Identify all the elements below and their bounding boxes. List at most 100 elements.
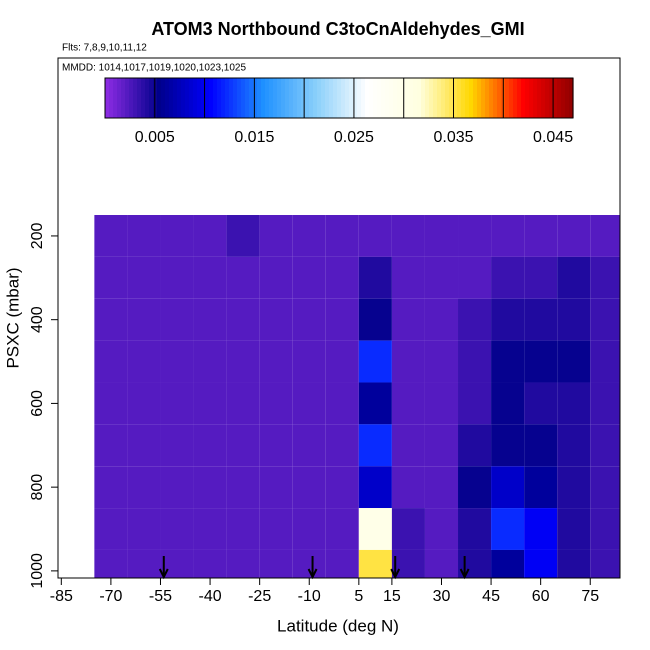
heat-cell — [491, 508, 525, 550]
x-tick-label: -55 — [149, 588, 172, 605]
heat-cell — [226, 382, 260, 425]
colorbar-swatch — [185, 78, 190, 118]
x-tick-label: 60 — [532, 588, 550, 605]
colorbar-swatch — [133, 78, 138, 118]
y-tick-label: 600 — [29, 390, 46, 417]
colorbar-swatch — [333, 78, 338, 118]
colorbar-tick-label: 0.015 — [234, 129, 274, 146]
colorbar-swatch — [217, 78, 222, 118]
heat-cell — [94, 466, 128, 509]
colorbar-swatch — [497, 78, 502, 118]
colorbar-swatch — [281, 78, 286, 118]
colorbar-swatch — [301, 78, 306, 118]
heat-cell — [193, 466, 227, 509]
heat-cell — [524, 298, 558, 341]
colorbar-swatch — [277, 78, 282, 118]
heat-cell — [424, 256, 459, 299]
heat-cell — [127, 256, 161, 299]
y-tick-label: 400 — [29, 306, 46, 333]
colorbar-swatch — [309, 78, 314, 118]
heat-cell — [391, 298, 425, 341]
colorbar-swatch — [253, 78, 258, 118]
heat-cell — [391, 466, 425, 509]
heat-cell — [226, 466, 260, 509]
colorbar-swatch — [117, 78, 122, 118]
colorbar-frame — [104, 77, 574, 119]
colorbar-tick-label: 0.035 — [433, 129, 473, 146]
heat-cell — [557, 508, 591, 550]
heat-cell — [491, 466, 525, 509]
heat-cell — [590, 508, 620, 550]
colorbar-swatch — [145, 78, 150, 118]
colorbar-swatch — [533, 78, 538, 118]
heat-cell — [524, 256, 558, 299]
heat-cell — [292, 298, 326, 341]
heat-cell — [160, 382, 194, 425]
heat-cell — [292, 215, 326, 257]
colorbar-swatch — [449, 78, 454, 118]
heat-cell — [160, 256, 194, 299]
colorbar-swatch — [513, 78, 518, 118]
heat-cell — [458, 215, 492, 257]
heat-cell — [391, 256, 425, 299]
heat-cell — [590, 298, 620, 341]
heat-cell — [292, 466, 326, 509]
colorbar-swatch — [393, 78, 398, 118]
colorbar-swatch — [485, 78, 490, 118]
heat-cell — [590, 215, 620, 257]
heat-cell — [259, 382, 293, 425]
heat-cell — [557, 466, 591, 509]
colorbar-swatch — [469, 78, 474, 118]
heat-cell — [424, 382, 459, 425]
heat-cell — [524, 382, 558, 425]
colorbar-swatch — [489, 78, 494, 118]
heat-cell — [259, 549, 293, 578]
heat-cell — [226, 549, 260, 578]
heat-cell — [358, 424, 392, 467]
heat-cell — [358, 508, 392, 550]
colorbar-swatch — [505, 78, 510, 118]
heat-cell — [94, 382, 128, 425]
heat-cell — [424, 298, 459, 341]
heat-cell — [590, 549, 620, 578]
heat-cell — [590, 256, 620, 299]
colorbar-swatch — [209, 78, 214, 118]
heat-cell — [259, 424, 293, 467]
heat-cell — [557, 215, 591, 257]
heat-cell — [94, 298, 128, 341]
heat-cell — [557, 298, 591, 341]
colorbar-tick-label: 0.025 — [334, 129, 374, 146]
heat-cell — [127, 340, 161, 383]
colorbar-swatch — [105, 78, 110, 118]
colorbar-swatch — [313, 78, 318, 118]
colorbar-swatch — [441, 78, 446, 118]
colorbar-swatch — [433, 78, 438, 118]
heat-cell — [94, 508, 128, 550]
heat-cell — [524, 508, 558, 550]
heat-cell — [458, 466, 492, 509]
colorbar-swatch — [297, 78, 302, 118]
x-tick-label: 75 — [581, 588, 599, 605]
colorbar-swatch — [305, 78, 310, 118]
heat-cell — [590, 382, 620, 425]
heat-cell — [226, 424, 260, 467]
colorbar-swatch — [457, 78, 462, 118]
y-tick-label: 200 — [29, 222, 46, 249]
subtitle: Flts: 7,8,9,10,11,12 — [62, 43, 147, 54]
colorbar-swatch — [537, 78, 542, 118]
heat-cell — [127, 508, 161, 550]
colorbar: 0.005 0.015 0.025 0.035 0.045 — [104, 77, 574, 146]
heat-cell — [160, 508, 194, 550]
colorbar-swatch — [237, 78, 242, 118]
colorbar-swatch — [461, 78, 466, 118]
heat-cell — [226, 508, 260, 550]
colorbar-swatch — [429, 78, 434, 118]
heat-cell — [127, 298, 161, 341]
heat-cell — [557, 256, 591, 299]
heat-cell — [424, 549, 459, 578]
heat-cell — [127, 549, 161, 578]
heat-cell — [160, 298, 194, 341]
heat-cell — [458, 298, 492, 341]
colorbar-tick-label: 0.005 — [135, 129, 175, 146]
heat-cell — [391, 382, 425, 425]
